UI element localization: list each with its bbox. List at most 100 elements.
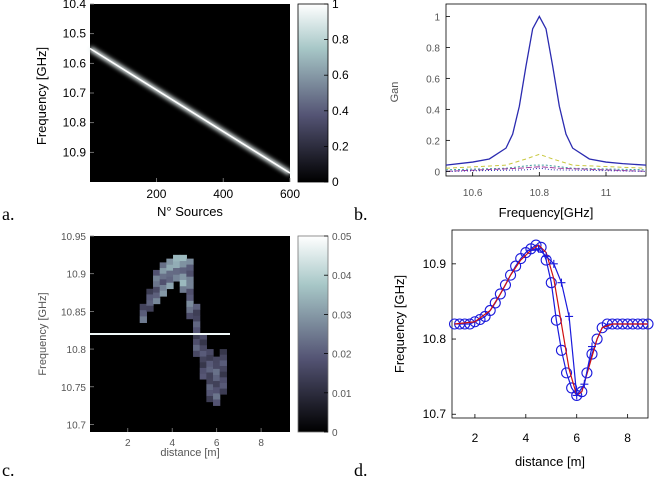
panel-c-cells bbox=[139, 254, 227, 406]
panel-c-cell bbox=[193, 321, 201, 328]
panel-c-cell bbox=[146, 288, 154, 295]
panel-c-cell bbox=[186, 258, 194, 265]
panel-c-cell bbox=[186, 282, 194, 290]
panel-c-cell bbox=[219, 383, 227, 389]
panel-d-x-tick-label: 6 bbox=[573, 431, 580, 445]
panel-c-cell bbox=[146, 300, 154, 307]
panel-c-y-tick-label: 10.7 bbox=[67, 420, 87, 431]
panel-c-cell bbox=[219, 377, 227, 384]
panel-c-cell bbox=[186, 300, 194, 308]
panel-c-cell bbox=[213, 399, 221, 406]
panel-b-x-tick-label: 10.6 bbox=[463, 188, 483, 199]
panel-b-xlabel: Frequency[GHz] bbox=[499, 205, 594, 220]
panel-c-cell bbox=[186, 294, 194, 302]
panel-c-cell bbox=[179, 261, 187, 268]
panel-c-colorbar-tick-label: 0 bbox=[332, 428, 338, 439]
panel-d-circle-marker bbox=[499, 279, 512, 291]
panel-c-cell bbox=[186, 264, 194, 271]
panel-c-x-tick-label: 2 bbox=[125, 438, 131, 449]
panel-c-cell bbox=[159, 262, 167, 269]
panel-b-y-tick-label: 1 bbox=[434, 12, 440, 23]
panel-c-cell bbox=[139, 303, 147, 311]
panel-d-circle-marker bbox=[484, 304, 496, 317]
panel-d-circle-marker bbox=[504, 269, 517, 281]
panel-b-x-tick-label: 11 bbox=[601, 188, 612, 199]
panel-a-y-tick-label: 10.9 bbox=[63, 145, 87, 159]
panel-d-x-tick-label: 4 bbox=[522, 431, 529, 445]
panel-c-cell bbox=[193, 344, 201, 352]
panel-c-cell bbox=[153, 298, 161, 305]
panel-b-series-line bbox=[445, 167, 647, 172]
panel-c-cell bbox=[199, 362, 207, 369]
panel-c-cell bbox=[193, 350, 201, 357]
panel-c-cell bbox=[213, 393, 221, 400]
panel-a-y-tick-label: 10.6 bbox=[63, 56, 87, 70]
panel-d-circle-marker bbox=[489, 297, 501, 309]
panel-a-y-tick-label: 10.7 bbox=[63, 86, 87, 100]
panel-c-cell bbox=[179, 267, 187, 274]
panel-c-colorbar-tick-label: 0.01 bbox=[332, 389, 352, 400]
panel-c-cell bbox=[173, 274, 181, 282]
panel-d-circle-marker bbox=[581, 367, 593, 379]
panel-c-cell bbox=[186, 270, 194, 278]
panel-c-cell bbox=[166, 264, 174, 271]
panel-c-cell bbox=[166, 258, 174, 265]
panel-a-colorbar-tick-label: 0.4 bbox=[332, 104, 349, 118]
panel-c-cell bbox=[139, 316, 147, 323]
panel-d-y-tick-label: 10.7 bbox=[423, 407, 447, 421]
panel-c-cell bbox=[179, 273, 187, 281]
panel-c-cell bbox=[206, 384, 214, 391]
panel-c-cell bbox=[159, 279, 167, 286]
panel-b-y-tick-label: 0.2 bbox=[426, 136, 440, 147]
panel-a-y-tick-label: 10.8 bbox=[63, 116, 87, 130]
panel-d-circle-marker bbox=[464, 318, 476, 330]
panel-c-colorbar-tick-label: 0.05 bbox=[332, 232, 352, 243]
panel-c-cell bbox=[153, 281, 161, 288]
panel-a-x-ticks: 200 400 600 bbox=[146, 178, 300, 201]
panel-c-cell bbox=[186, 276, 194, 284]
panel-c-cell bbox=[173, 268, 181, 275]
panel-a-y-ticks: 10.4 10.5 10.6 10.7 10.8 10.9 bbox=[63, 0, 94, 159]
panel-b-x-tick-label: 10.8 bbox=[530, 188, 550, 199]
panel-a-y-tick-label: 10.5 bbox=[63, 27, 87, 41]
panel-d-circle-marker bbox=[566, 382, 578, 394]
panel-c-cell bbox=[193, 339, 201, 346]
panel-c-cell bbox=[219, 360, 227, 367]
panel-d-plus-marker bbox=[565, 312, 574, 321]
panel-a-ylabel: Frequency [GHz] bbox=[34, 47, 49, 145]
panel-c-cell bbox=[206, 395, 214, 403]
panel-c-cell bbox=[146, 305, 154, 312]
panel-b: 10.6 10.8 11 0 0.2 0.4 0.6 0.8 1 Frequency[GHz]… bbox=[354, 3, 647, 224]
panel-b-y-tick-label: 0.8 bbox=[426, 43, 440, 54]
panel-c-cell bbox=[139, 310, 147, 317]
panel-d-xlabel: distance [m] bbox=[515, 454, 585, 469]
panel-b-series-line bbox=[445, 164, 647, 171]
panel-d-plus-marker bbox=[534, 244, 543, 253]
panel-a-colorbar-tick-label: 1 bbox=[332, 0, 339, 11]
panel-c-cell bbox=[153, 292, 161, 299]
panel-c: 2 4 6 8 10.7 10.75 10.8 10.85 10.9 10.95 distanc… bbox=[2, 232, 352, 480]
panel-c-cell bbox=[199, 350, 207, 357]
panel-c-cell bbox=[199, 339, 207, 346]
panel-a: 200 400 600 10.410.510.610.710.810.9 N° So… bbox=[2, 0, 349, 224]
panel-d-circle-marker bbox=[494, 288, 506, 300]
panel-a-x-tick-label: 200 bbox=[146, 187, 166, 201]
panel-c-cell bbox=[206, 390, 214, 397]
panel-a-colorbar-tick-label: 0.8 bbox=[332, 33, 349, 47]
panel-c-cell bbox=[173, 261, 181, 269]
panel-a-ridge-core bbox=[89, 47, 291, 174]
panel-d-circle-marker bbox=[591, 333, 603, 345]
panel-c-cell bbox=[206, 372, 214, 379]
panel-c-cell bbox=[166, 282, 174, 290]
panel-d-plus-marker bbox=[526, 246, 535, 255]
panel-c-cell bbox=[193, 315, 201, 322]
panel-c-cell bbox=[199, 345, 207, 352]
panel-a-label: a. bbox=[2, 204, 15, 224]
panel-c-cell bbox=[193, 309, 201, 316]
panel-a-y-tick-label: 10.4 bbox=[63, 0, 87, 11]
panel-c-cell bbox=[213, 374, 221, 382]
panel-a-x-tick-label: 400 bbox=[213, 187, 233, 201]
panel-c-cell bbox=[166, 270, 174, 278]
panel-c-cell bbox=[199, 334, 207, 340]
